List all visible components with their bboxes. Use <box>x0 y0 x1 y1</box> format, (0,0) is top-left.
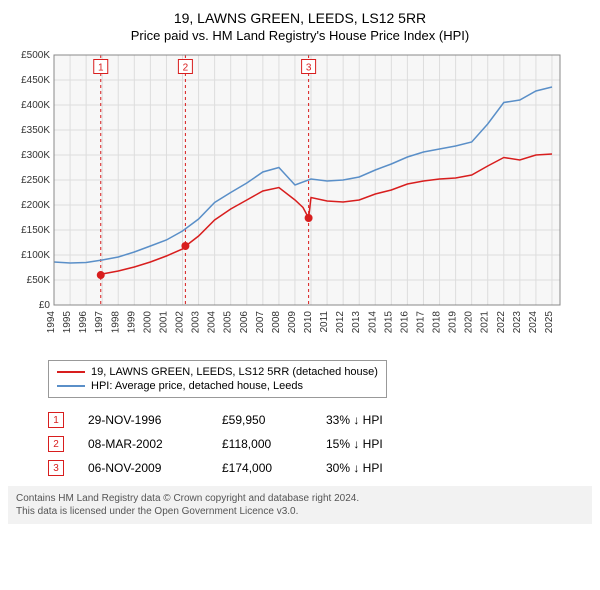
svg-text:2022: 2022 <box>496 311 507 334</box>
svg-text:1999: 1999 <box>126 311 137 334</box>
svg-text:£100K: £100K <box>21 250 50 261</box>
legend-swatch <box>57 385 85 387</box>
transaction-badge: 3 <box>48 460 64 476</box>
svg-text:£500K: £500K <box>21 50 50 61</box>
svg-text:2001: 2001 <box>158 311 169 334</box>
svg-text:1998: 1998 <box>110 311 121 334</box>
svg-text:2005: 2005 <box>223 311 234 334</box>
svg-text:2014: 2014 <box>367 311 378 334</box>
svg-text:2010: 2010 <box>303 311 314 334</box>
transaction-diff: 30% ↓ HPI <box>326 461 426 475</box>
transaction-price: £174,000 <box>222 461 302 475</box>
chart-container: £0 £50K £100K £150K £200K £250K £300K £350K £400… <box>8 49 592 354</box>
svg-text:1997: 1997 <box>94 311 105 334</box>
svg-text:2018: 2018 <box>432 311 443 334</box>
svg-text:£450K: £450K <box>21 75 50 86</box>
svg-text:£300K: £300K <box>21 150 50 161</box>
svg-text:2021: 2021 <box>480 311 491 334</box>
svg-text:2023: 2023 <box>512 311 523 334</box>
footer-attribution: Contains HM Land Registry data © Crown c… <box>8 486 592 524</box>
svg-text:2016: 2016 <box>399 311 410 334</box>
footer-line-2: This data is licensed under the Open Gov… <box>16 505 584 518</box>
svg-text:1: 1 <box>98 63 104 74</box>
transaction-date: 08-MAR-2002 <box>88 437 198 451</box>
svg-text:2004: 2004 <box>207 311 218 334</box>
transaction-price: £118,000 <box>222 437 302 451</box>
svg-text:2015: 2015 <box>383 311 394 334</box>
svg-text:2012: 2012 <box>335 311 346 334</box>
svg-text:2000: 2000 <box>142 311 153 334</box>
legend: 19, LAWNS GREEN, LEEDS, LS12 5RR (detach… <box>48 360 387 398</box>
transaction-diff: 15% ↓ HPI <box>326 437 426 451</box>
page-title: 19, LAWNS GREEN, LEEDS, LS12 5RR <box>8 10 592 26</box>
transaction-badge: 2 <box>48 436 64 452</box>
svg-text:3: 3 <box>306 63 312 74</box>
svg-text:2024: 2024 <box>528 311 539 334</box>
svg-text:1995: 1995 <box>62 311 73 334</box>
svg-text:2008: 2008 <box>271 311 282 334</box>
transaction-diff: 33% ↓ HPI <box>326 413 426 427</box>
svg-text:2011: 2011 <box>319 311 330 333</box>
svg-text:2006: 2006 <box>239 311 250 334</box>
transactions-table: 1 29-NOV-1996 £59,950 33% ↓ HPI 2 08-MAR-2002… <box>48 408 592 480</box>
page-subtitle: Price paid vs. HM Land Registry's House … <box>8 28 592 43</box>
transaction-row: 1 29-NOV-1996 £59,950 33% ↓ HPI <box>48 408 592 432</box>
svg-text:£0: £0 <box>39 300 51 311</box>
svg-text:£400K: £400K <box>21 100 50 111</box>
transaction-date: 29-NOV-1996 <box>88 413 198 427</box>
svg-text:2003: 2003 <box>191 311 202 334</box>
svg-text:2019: 2019 <box>448 311 459 334</box>
legend-swatch <box>57 371 85 373</box>
svg-text:£50K: £50K <box>27 275 51 286</box>
footer-line-1: Contains HM Land Registry data © Crown c… <box>16 492 584 505</box>
svg-text:£150K: £150K <box>21 225 50 236</box>
legend-label: HPI: Average price, detached house, Leed… <box>91 380 303 392</box>
svg-text:2020: 2020 <box>464 311 475 334</box>
transaction-row: 2 08-MAR-2002 £118,000 15% ↓ HPI <box>48 432 592 456</box>
svg-text:1994: 1994 <box>46 311 57 334</box>
svg-text:2002: 2002 <box>175 311 186 334</box>
svg-text:£350K: £350K <box>21 125 50 136</box>
legend-item: HPI: Average price, detached house, Leed… <box>57 379 378 393</box>
transaction-price: £59,950 <box>222 413 302 427</box>
transaction-date: 06-NOV-2009 <box>88 461 198 475</box>
svg-text:2025: 2025 <box>544 311 555 334</box>
legend-label: 19, LAWNS GREEN, LEEDS, LS12 5RR (detach… <box>91 366 378 378</box>
line-chart: £0 £50K £100K £150K £200K £250K £300K £350K £400… <box>8 49 568 349</box>
svg-text:£200K: £200K <box>21 200 50 211</box>
svg-text:2009: 2009 <box>287 311 298 334</box>
svg-text:2: 2 <box>183 63 189 74</box>
svg-text:2017: 2017 <box>415 311 426 334</box>
transaction-badge: 1 <box>48 412 64 428</box>
svg-text:2007: 2007 <box>255 311 266 334</box>
svg-text:2013: 2013 <box>351 311 362 334</box>
legend-item: 19, LAWNS GREEN, LEEDS, LS12 5RR (detach… <box>57 365 378 379</box>
svg-text:1996: 1996 <box>78 311 89 334</box>
svg-text:£250K: £250K <box>21 175 50 186</box>
transaction-row: 3 06-NOV-2009 £174,000 30% ↓ HPI <box>48 456 592 480</box>
